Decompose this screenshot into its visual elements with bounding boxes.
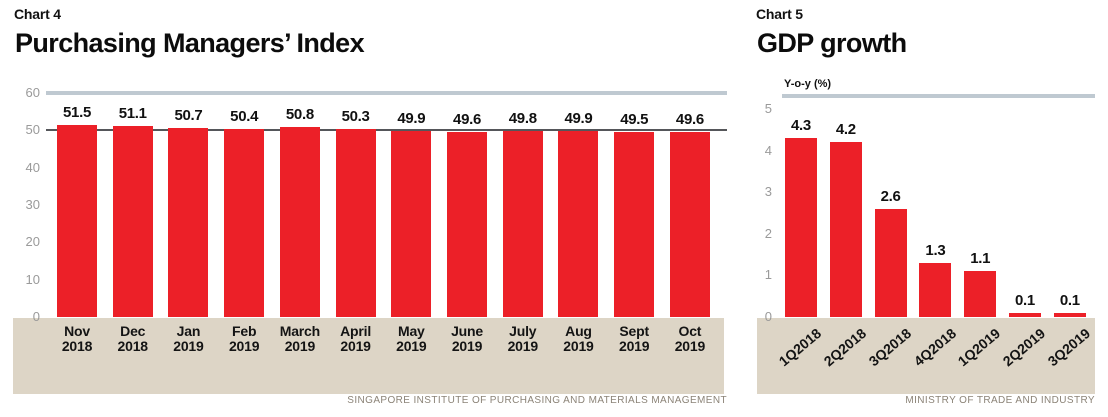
- x-axis-label: June 2019: [451, 323, 483, 354]
- y-axis-tick-label: 0: [764, 309, 772, 324]
- bar-value-label: 51.1: [118, 105, 147, 123]
- y-axis-tick-label: 10: [25, 271, 40, 287]
- bar-value-label: 51.5: [63, 103, 91, 121]
- y-axis-tick-label: 20: [25, 234, 40, 250]
- top-rule-line: [46, 91, 727, 95]
- bar-value-label: 50.8: [285, 106, 314, 124]
- axis-panel: [13, 318, 724, 394]
- y-axis-tick-label: 30: [25, 197, 40, 212]
- x-axis-label: July 2019: [507, 323, 539, 354]
- x-axis-label: April 2019: [340, 323, 372, 354]
- bar: [279, 127, 320, 317]
- chart5-source-credit: MINISTRY OF TRADE AND INDUSTRY: [905, 395, 1095, 406]
- bar-value-label: 1.3: [925, 241, 946, 259]
- bar: [335, 129, 376, 317]
- bar-value-label: 4.3: [791, 117, 811, 135]
- bar-value-label: 49.5: [620, 111, 649, 129]
- x-axis-label: Jan 2019: [173, 323, 204, 354]
- y-axis-tick-label: 1: [764, 267, 772, 283]
- bar: [391, 130, 432, 317]
- bar: [57, 124, 97, 317]
- bar-value-label: 50.7: [174, 106, 203, 124]
- y-axis-unit-label: Y-o-y (%): [784, 78, 832, 90]
- x-axis-label: Dec 2018: [117, 323, 149, 354]
- x-axis-label: Aug 2019: [563, 323, 594, 354]
- top-rule-line: [782, 94, 1095, 98]
- y-axis-tick-label: 3: [764, 184, 772, 200]
- x-axis-label: Sept 2019: [619, 323, 650, 354]
- y-axis-tick-label: 40: [25, 159, 40, 175]
- bar: [502, 131, 543, 317]
- x-axis-label: March 2019: [279, 323, 320, 354]
- bar: [112, 126, 153, 317]
- bar: [558, 130, 599, 317]
- bar: [669, 131, 710, 317]
- bar-value-label: 49.6: [453, 110, 482, 128]
- bar-value-label: 50.3: [341, 108, 370, 126]
- bar-value-label: 4.2: [835, 121, 856, 139]
- chart4-number-label: Chart 4: [14, 6, 61, 22]
- bar-value-label: 0.1: [1015, 291, 1035, 309]
- bar-value-label: 49.9: [397, 109, 426, 127]
- chart5-number-label: Chart 5: [756, 6, 803, 22]
- bar: [447, 131, 488, 317]
- bar-value-label: 49.8: [508, 110, 537, 128]
- bar: [964, 271, 997, 317]
- x-axis-label: May 2019: [396, 323, 427, 354]
- bar: [785, 138, 817, 317]
- bar: [874, 208, 907, 317]
- y-axis-tick-label: 5: [764, 101, 772, 116]
- x-axis-label: Nov 2018: [61, 323, 93, 354]
- bar: [224, 128, 265, 317]
- bar-value-label: 2.6: [880, 187, 901, 205]
- bar: [168, 127, 209, 317]
- chart4-source-credit: SINGAPORE INSTITUTE OF PURCHASING AND MA…: [347, 395, 727, 406]
- y-axis-tick-label: 50: [25, 122, 40, 138]
- chart4-title: Purchasing Managers’ Index: [15, 28, 365, 58]
- bar: [1053, 312, 1086, 317]
- bar-value-label: 49.9: [564, 109, 593, 127]
- x-axis-label: Oct 2019: [674, 323, 706, 354]
- axis-panel: [757, 318, 1095, 394]
- y-axis-tick-label: 4: [764, 142, 772, 158]
- bar-value-label: 49.6: [675, 110, 704, 128]
- bar: [829, 142, 862, 317]
- y-axis-tick-label: 0: [32, 309, 40, 324]
- chart5-title: GDP growth: [757, 28, 907, 58]
- bar-value-label: 50.4: [230, 107, 259, 125]
- x-axis-label: Feb 2019: [228, 323, 260, 354]
- bar-value-label: 1.1: [970, 250, 991, 268]
- bar-value-label: 0.1: [1059, 291, 1080, 309]
- bar: [919, 262, 952, 317]
- reference-line: [46, 129, 727, 132]
- y-axis-tick-label: 2: [764, 225, 772, 241]
- bar: [614, 132, 655, 317]
- y-axis-tick-label: 60: [25, 85, 40, 100]
- bar: [1009, 312, 1041, 317]
